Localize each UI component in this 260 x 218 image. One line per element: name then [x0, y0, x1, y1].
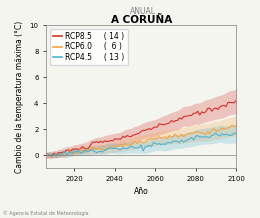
- Y-axis label: Cambio de la temperatura máxima (°C): Cambio de la temperatura máxima (°C): [15, 20, 24, 173]
- Legend: RCP8.5     ( 14 ), RCP6.0     (  6 ), RCP4.5     ( 13 ): RCP8.5 ( 14 ), RCP6.0 ( 6 ), RCP4.5 ( 13…: [50, 29, 128, 65]
- Title: A CORUÑA: A CORUÑA: [110, 15, 172, 25]
- X-axis label: Año: Año: [134, 187, 148, 196]
- Text: © Agencia Estatal de Meteorología: © Agencia Estatal de Meteorología: [3, 210, 88, 216]
- Text: ANUAL: ANUAL: [130, 7, 156, 16]
